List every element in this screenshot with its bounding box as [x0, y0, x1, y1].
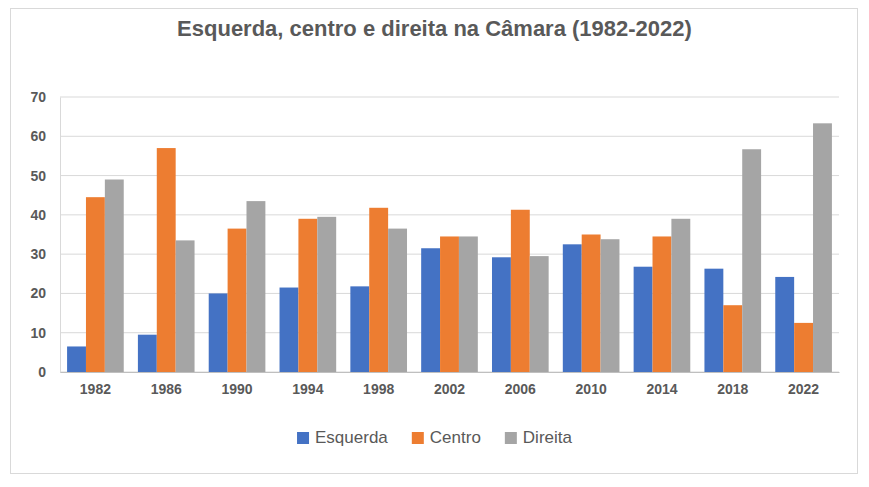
legend-label: Esquerda: [315, 428, 388, 447]
y-axis-line: [60, 98, 61, 373]
bar: [440, 236, 459, 372]
x-tick: 2022: [788, 372, 819, 397]
legend-swatch: [412, 432, 424, 444]
grid-line: [60, 97, 839, 98]
chart-title: Esquerda, centro e direita na Câmara (19…: [177, 16, 692, 41]
bars: [67, 123, 832, 372]
x-tick: 2014: [646, 372, 677, 397]
x-tick-label: 1982: [80, 381, 111, 397]
y-tick-label: 0: [38, 364, 46, 380]
x-tick: 1994: [292, 372, 323, 397]
bar: [67, 346, 86, 372]
bar: [298, 219, 317, 372]
bar: [317, 217, 336, 372]
bar: [813, 123, 832, 372]
bar: [369, 208, 388, 372]
legend-item: Direita: [505, 428, 573, 447]
legend-swatch: [505, 432, 517, 444]
x-tick: 1986: [151, 372, 182, 397]
legend: Esquerda Centro Direita: [297, 428, 572, 447]
grid-line: [60, 214, 839, 215]
y-tick-label: 40: [30, 207, 46, 223]
x-tick: 2010: [576, 372, 607, 397]
x-tick-label: 1998: [363, 381, 394, 397]
bar-series: [86, 148, 813, 372]
x-tick: 2018: [717, 372, 748, 397]
chart-frame: [11, 9, 858, 474]
y-tick: 20: [30, 285, 60, 301]
grid-line: [60, 136, 839, 137]
y-tick: 30: [30, 246, 60, 262]
chart: Esquerda, centro e direita na Câmara (19…: [0, 0, 869, 487]
bar: [350, 286, 369, 372]
bar: [492, 257, 511, 372]
y-tick: 70: [30, 89, 60, 105]
x-tick-label: 2010: [576, 381, 607, 397]
bar: [157, 148, 176, 372]
y-tick-label: 20: [30, 285, 46, 301]
x-tick-label: 2018: [717, 381, 748, 397]
bar: [86, 197, 105, 372]
y-tick: 40: [30, 207, 60, 223]
bar: [582, 235, 601, 373]
grid: [60, 97, 839, 372]
x-tick: 1990: [221, 372, 252, 397]
grid-line: [60, 175, 839, 176]
bar: [671, 219, 690, 372]
bar: [246, 201, 265, 372]
plot: 0 10 20 30 40 50 60 70 1982 1986 1990 1994 1998 2002 2…: [30, 89, 839, 397]
legend-item: Centro: [412, 428, 481, 447]
bar: [209, 293, 228, 372]
bar-series: [105, 123, 832, 372]
y-tick-label: 50: [30, 168, 46, 184]
bar: [530, 256, 549, 372]
bar: [138, 335, 157, 372]
bar: [742, 149, 761, 372]
bar: [601, 239, 620, 372]
x-axis-line: [61, 372, 840, 373]
x-tick-label: 1990: [221, 381, 252, 397]
bar: [794, 323, 813, 372]
x-tick-label: 2022: [788, 381, 819, 397]
bar: [511, 210, 530, 372]
x-tick-label: 2014: [646, 381, 677, 397]
y-tick: 50: [30, 168, 60, 184]
bar: [280, 288, 299, 372]
x-tick: 2006: [505, 372, 536, 397]
legend-label: Centro: [430, 428, 481, 447]
y-axis: 0 10 20 30 40 50 60 70: [30, 89, 60, 380]
bar: [388, 229, 407, 372]
legend-label: Direita: [523, 428, 573, 447]
y-tick-label: 60: [30, 128, 46, 144]
x-tick: 1998: [363, 372, 394, 397]
legend-item: Esquerda: [297, 428, 388, 447]
bar: [563, 244, 582, 372]
bar: [723, 305, 742, 372]
bar: [421, 248, 440, 372]
x-axis: 1982 1986 1990 1994 1998 2002 2006 2010 2014 2018…: [61, 372, 840, 397]
y-tick: 60: [30, 128, 60, 144]
bar: [653, 236, 672, 372]
x-tick-label: 1986: [151, 381, 182, 397]
bar: [105, 180, 124, 373]
bar: [176, 240, 195, 372]
bar: [634, 267, 653, 372]
bar: [459, 236, 478, 372]
x-tick-label: 2006: [505, 381, 536, 397]
x-tick-label: 1994: [292, 381, 323, 397]
legend-swatch: [297, 432, 309, 444]
y-tick-label: 30: [30, 246, 46, 262]
y-tick-label: 70: [30, 89, 46, 105]
y-tick: 0: [38, 364, 60, 380]
y-tick: 10: [30, 325, 60, 341]
bar: [228, 229, 247, 372]
x-tick: 2002: [434, 372, 465, 397]
x-tick-label: 2002: [434, 381, 465, 397]
x-tick: 1982: [80, 372, 111, 397]
y-tick-label: 10: [30, 325, 46, 341]
bar: [775, 277, 794, 372]
bar: [704, 269, 723, 372]
